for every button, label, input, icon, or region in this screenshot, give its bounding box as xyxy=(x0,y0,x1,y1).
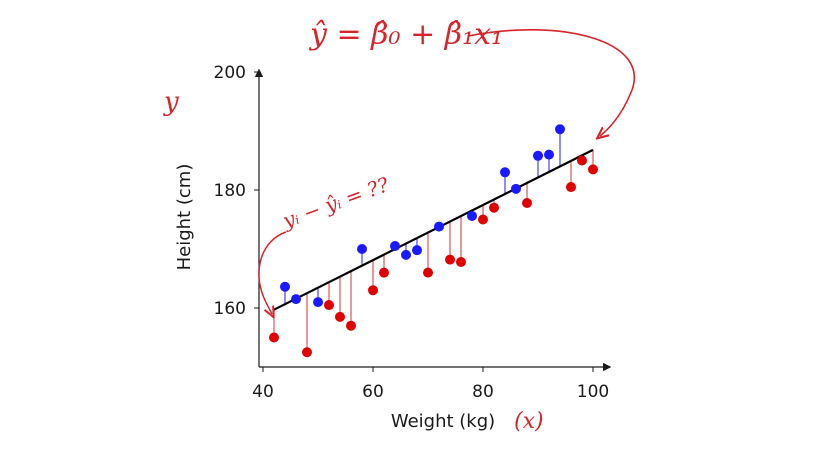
data-point-above-line xyxy=(291,294,301,305)
data-point-above-line xyxy=(357,244,367,254)
x-tick-label: 100 xyxy=(577,382,609,402)
axis-ticks: 40 60 80 100 160 180 200 xyxy=(214,63,610,402)
y-tick-label: 160 xyxy=(214,299,246,319)
data-point-below-line xyxy=(324,300,334,311)
x-axis-title: Weight (kg) xyxy=(391,411,495,432)
data-points xyxy=(269,124,598,358)
data-point-below-line xyxy=(346,320,356,331)
data-point-below-line xyxy=(577,155,587,166)
x-tick-label: 60 xyxy=(362,382,384,402)
data-point-above-line xyxy=(500,167,510,178)
data-point-above-line xyxy=(280,281,290,292)
data-point-above-line xyxy=(434,221,444,232)
data-point-below-line xyxy=(302,347,312,358)
data-point-above-line xyxy=(467,210,477,221)
data-point-below-line xyxy=(445,254,455,265)
data-point-above-line xyxy=(544,149,554,160)
model-equation-annotation: ŷ = β̂₀ + β̂₁x₁ xyxy=(308,17,503,52)
curved-arrow-to-fit-line xyxy=(467,29,635,136)
residual-lines xyxy=(273,129,594,353)
data-point-above-line xyxy=(412,245,422,256)
y-axis-title: Height (cm) xyxy=(174,164,195,271)
data-point-below-line xyxy=(489,202,499,213)
data-point-below-line xyxy=(368,285,378,296)
regression-line xyxy=(273,148,594,311)
x-tick-label: 80 xyxy=(472,382,494,402)
data-point-below-line xyxy=(478,214,488,225)
x-axis-symbol: (x) xyxy=(514,409,544,434)
fit-line-group xyxy=(273,148,594,311)
data-point-below-line xyxy=(588,164,598,175)
residual-equation-annotation: yᵢ − ŷᵢ = ?? xyxy=(279,172,393,233)
data-point-above-line xyxy=(390,241,400,252)
data-point-below-line xyxy=(456,256,466,267)
data-point-above-line xyxy=(313,297,323,308)
data-point-below-line xyxy=(423,267,433,278)
data-point-below-line xyxy=(522,197,532,208)
data-point-below-line xyxy=(335,311,345,322)
data-point-below-line xyxy=(379,267,389,278)
curved-arrow-to-residual xyxy=(258,231,287,314)
data-point-above-line xyxy=(533,150,543,161)
y-tick-label: 200 xyxy=(214,63,246,83)
data-point-above-line xyxy=(511,183,521,194)
data-point-above-line xyxy=(401,249,411,260)
data-point-above-line xyxy=(555,124,565,135)
data-point-below-line xyxy=(269,332,279,343)
y-axis-symbol: y xyxy=(163,87,179,117)
y-tick-label: 180 xyxy=(214,181,246,201)
data-point-below-line xyxy=(566,182,576,193)
x-tick-label: 40 xyxy=(252,382,274,402)
